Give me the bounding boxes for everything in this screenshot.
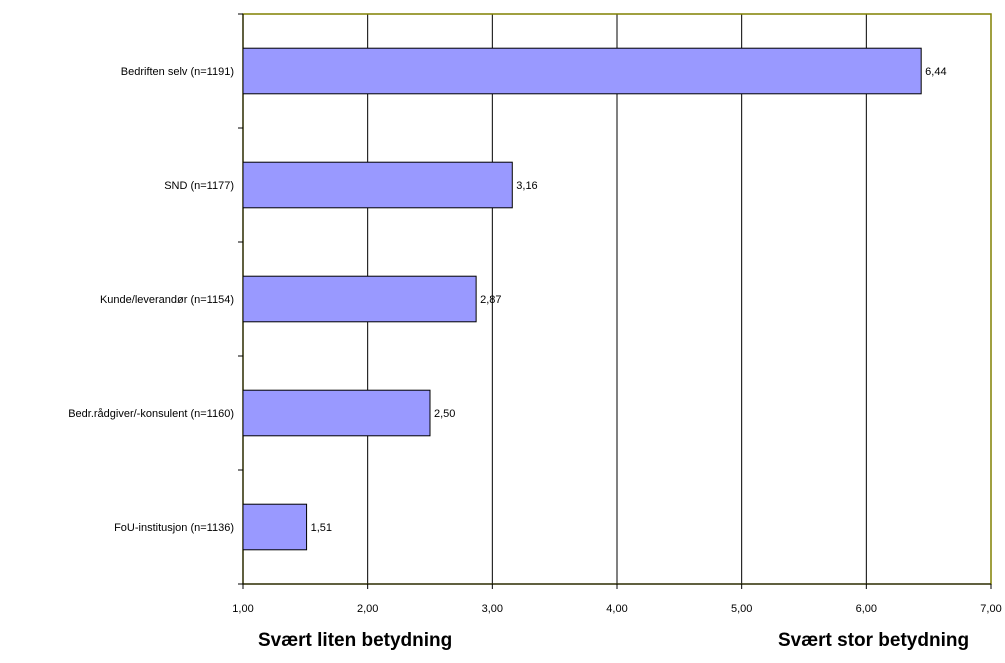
high-significance-label: Svært stor betydning bbox=[778, 630, 970, 651]
x-tick-label: 5,00 bbox=[731, 603, 752, 615]
bar bbox=[242, 161, 513, 209]
x-tick-label: 4,00 bbox=[606, 603, 627, 615]
x-tick-label: 6,00 bbox=[856, 603, 877, 615]
category-label: Bedriften selv (n=1191) bbox=[121, 66, 234, 78]
x-tick-label: 3,00 bbox=[482, 603, 503, 615]
category-label: Bedr.rådgiver/-konsulent (n=1160) bbox=[68, 408, 234, 420]
x-tick-label: 2,00 bbox=[357, 603, 378, 615]
category-label: Kunde/leverandør (n=1154) bbox=[100, 294, 234, 306]
x-tick-label: 7,00 bbox=[980, 603, 1001, 615]
bar-value-label: 6,44 bbox=[925, 66, 946, 78]
low-significance-label: Svært liten betydning bbox=[258, 630, 453, 651]
x-axis-ticks: 1,00 2,00 3,00 4,00 5,00 6,00 7,00 bbox=[232, 13, 1002, 615]
bar bbox=[242, 389, 431, 437]
category-label: SND (n=1177) bbox=[164, 180, 234, 192]
bar bbox=[242, 47, 922, 95]
gridlines bbox=[367, 14, 867, 584]
bar-value-label: 2,87 bbox=[480, 294, 501, 306]
category-label: FoU-institusjon (n=1136) bbox=[114, 522, 234, 534]
bar-value-label: 1,51 bbox=[311, 522, 332, 534]
x-tick-label: 1,00 bbox=[232, 603, 253, 615]
bars bbox=[242, 47, 922, 551]
bar-value-label: 2,50 bbox=[434, 408, 455, 420]
bar-value-label: 3,16 bbox=[516, 180, 537, 192]
bar bbox=[242, 503, 308, 551]
bar bbox=[242, 275, 477, 323]
category-labels: Bedriften selv (n=1191) SND (n=1177) Kunde… bbox=[68, 66, 234, 534]
value-labels: 6,44 3,16 2,87 2,50 1,51 bbox=[311, 66, 947, 534]
